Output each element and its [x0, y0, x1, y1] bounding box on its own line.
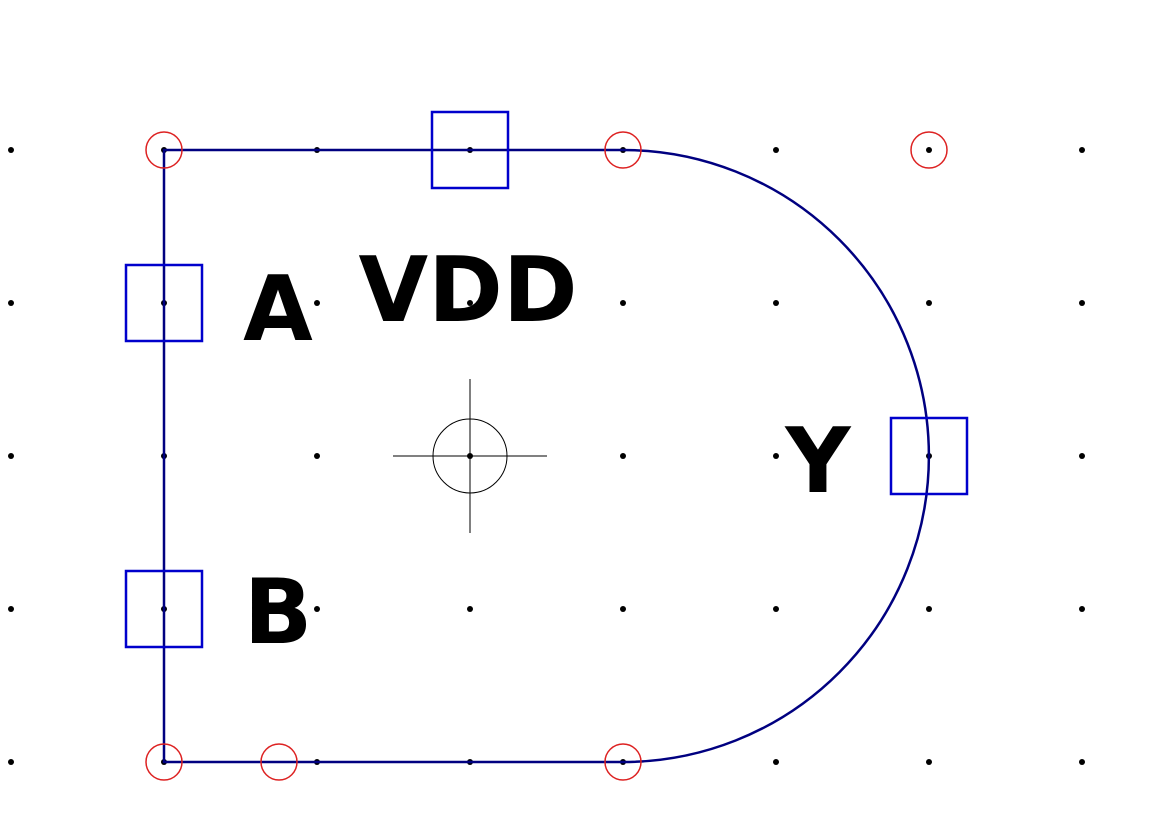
grid-dot — [314, 453, 320, 459]
grid-dot — [926, 147, 932, 153]
label-y[interactable]: Y — [784, 409, 852, 514]
grid-dot — [1079, 759, 1085, 765]
grid-dot — [8, 147, 14, 153]
grid-dot — [620, 453, 626, 459]
pin-b[interactable] — [124, 569, 204, 649]
grid-dot — [620, 606, 626, 612]
grid-dot — [773, 759, 779, 765]
label-b[interactable]: B — [244, 560, 313, 665]
grid-dot — [773, 453, 779, 459]
pin-a[interactable] — [124, 263, 204, 343]
grid-dot — [926, 300, 932, 306]
grid-dot — [8, 453, 14, 459]
pin-y[interactable] — [889, 416, 969, 496]
grid-dot — [314, 300, 320, 306]
grid-dot — [467, 300, 473, 306]
vertex-marker[interactable] — [260, 743, 298, 781]
grid-dot — [8, 606, 14, 612]
pin-vdd[interactable] — [430, 110, 510, 190]
label-a[interactable]: A — [243, 257, 313, 362]
grid-dot — [773, 147, 779, 153]
vertex-marker[interactable] — [604, 743, 642, 781]
vertex-marker[interactable] — [604, 131, 642, 169]
grid-dot — [926, 606, 932, 612]
vertex-marker[interactable] — [910, 131, 948, 169]
vertex-markers — [145, 131, 948, 781]
grid-dot — [1079, 453, 1085, 459]
label-vdd[interactable]: VDD — [358, 238, 577, 343]
grid-dot — [926, 759, 932, 765]
grid-dot — [1079, 147, 1085, 153]
vertex-marker[interactable] — [145, 743, 183, 781]
grid-dot — [8, 759, 14, 765]
vertex-marker[interactable] — [145, 131, 183, 169]
gate-body-outline[interactable] — [162, 148, 931, 764]
grid-dot — [1079, 300, 1085, 306]
grid-dot — [620, 300, 626, 306]
grid-dot — [314, 606, 320, 612]
grid-dot — [773, 300, 779, 306]
grid-dot — [773, 606, 779, 612]
origin-crosshair[interactable] — [393, 379, 547, 533]
grid-dot — [1079, 606, 1085, 612]
grid-dot — [467, 606, 473, 612]
grid-dot — [8, 300, 14, 306]
